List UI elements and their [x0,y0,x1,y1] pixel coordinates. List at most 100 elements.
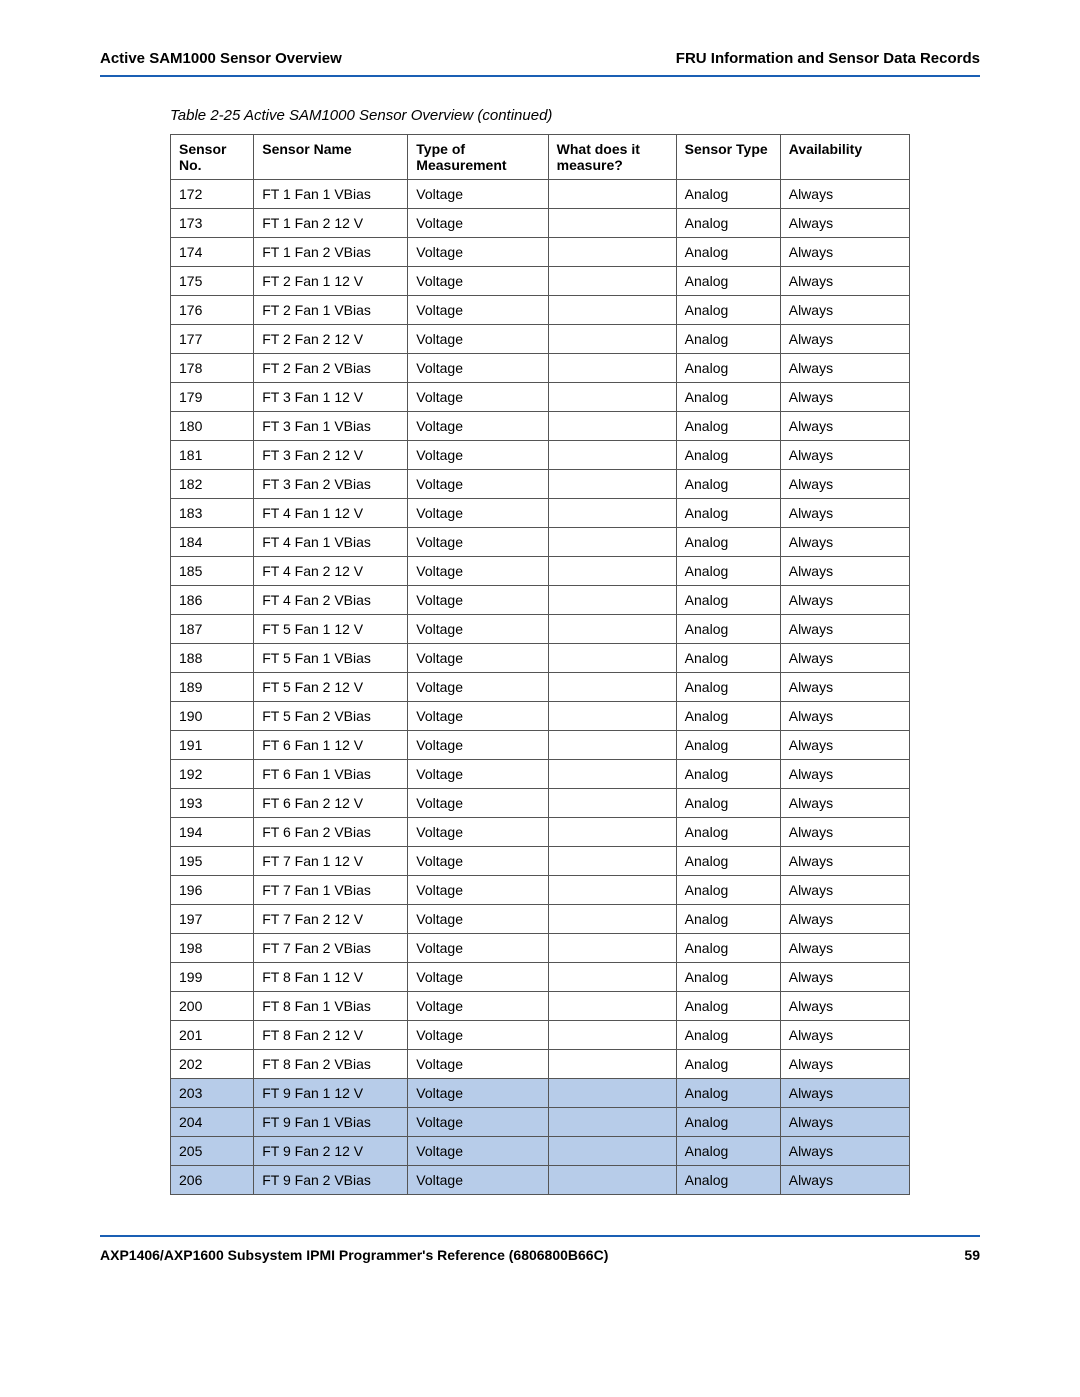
cell-sensor-no: 181 [171,441,254,470]
cell-availability: Always [780,499,909,528]
cell-measurement: Voltage [408,180,548,209]
cell-availability: Always [780,615,909,644]
col-header-measurement: Type of Measurement [408,135,548,180]
cell-availability: Always [780,905,909,934]
cell-what [548,760,676,789]
table-row: 201FT 8 Fan 2 12 VVoltageAnalogAlways [171,1021,910,1050]
cell-sensor-name: FT 5 Fan 2 12 V [254,673,408,702]
table-row: 179FT 3 Fan 1 12 VVoltageAnalogAlways [171,383,910,412]
cell-what [548,180,676,209]
cell-sensor-type: Analog [676,441,780,470]
cell-sensor-no: 182 [171,470,254,499]
cell-sensor-type: Analog [676,847,780,876]
table-row: 187FT 5 Fan 1 12 VVoltageAnalogAlways [171,615,910,644]
cell-measurement: Voltage [408,354,548,383]
cell-sensor-name: FT 7 Fan 2 12 V [254,905,408,934]
cell-sensor-name: FT 3 Fan 1 VBias [254,412,408,441]
cell-sensor-name: FT 2 Fan 1 VBias [254,296,408,325]
table-row: 192FT 6 Fan 1 VBiasVoltageAnalogAlways [171,760,910,789]
cell-sensor-name: FT 4 Fan 2 12 V [254,557,408,586]
cell-sensor-no: 178 [171,354,254,383]
cell-sensor-type: Analog [676,644,780,673]
table-row: 197FT 7 Fan 2 12 VVoltageAnalogAlways [171,905,910,934]
cell-availability: Always [780,238,909,267]
sensor-table: Sensor No. Sensor Name Type of Measureme… [170,134,910,1195]
cell-availability: Always [780,1108,909,1137]
cell-sensor-name: FT 5 Fan 1 VBias [254,644,408,673]
col-header-sensor-name: Sensor Name [254,135,408,180]
cell-measurement: Voltage [408,1079,548,1108]
table-row: 186FT 4 Fan 2 VBiasVoltageAnalogAlways [171,586,910,615]
cell-what [548,296,676,325]
cell-availability: Always [780,673,909,702]
cell-availability: Always [780,644,909,673]
cell-availability: Always [780,296,909,325]
cell-sensor-name: FT 9 Fan 2 VBias [254,1166,408,1195]
table-row: 174FT 1 Fan 2 VBiasVoltageAnalogAlways [171,238,910,267]
cell-sensor-no: 197 [171,905,254,934]
table-row: 205FT 9 Fan 2 12 VVoltageAnalogAlways [171,1137,910,1166]
cell-sensor-type: Analog [676,789,780,818]
cell-measurement: Voltage [408,905,548,934]
cell-what [548,644,676,673]
cell-sensor-no: 198 [171,934,254,963]
table-row: 198FT 7 Fan 2 VBiasVoltageAnalogAlways [171,934,910,963]
cell-sensor-type: Analog [676,325,780,354]
cell-measurement: Voltage [408,1021,548,1050]
cell-sensor-type: Analog [676,702,780,731]
cell-measurement: Voltage [408,847,548,876]
cell-sensor-no: 202 [171,1050,254,1079]
cell-what [548,963,676,992]
cell-sensor-no: 193 [171,789,254,818]
cell-measurement: Voltage [408,673,548,702]
table-row: 172FT 1 Fan 1 VBiasVoltageAnalogAlways [171,180,910,209]
cell-sensor-type: Analog [676,1108,780,1137]
cell-availability: Always [780,934,909,963]
cell-sensor-name: FT 1 Fan 2 12 V [254,209,408,238]
cell-sensor-type: Analog [676,876,780,905]
cell-sensor-type: Analog [676,499,780,528]
footer-left: AXP1406/AXP1600 Subsystem IPMI Programme… [100,1247,608,1263]
cell-sensor-name: FT 7 Fan 2 VBias [254,934,408,963]
cell-availability: Always [780,847,909,876]
cell-sensor-no: 203 [171,1079,254,1108]
cell-availability: Always [780,1137,909,1166]
cell-what [548,1021,676,1050]
col-header-sensor-type: Sensor Type [676,135,780,180]
cell-sensor-name: FT 9 Fan 2 12 V [254,1137,408,1166]
cell-availability: Always [780,818,909,847]
cell-what [548,586,676,615]
header-right: FRU Information and Sensor Data Records [676,50,980,67]
cell-what [548,731,676,760]
cell-sensor-no: 187 [171,615,254,644]
cell-sensor-type: Analog [676,1166,780,1195]
cell-what [548,615,676,644]
table-row: 175FT 2 Fan 1 12 VVoltageAnalogAlways [171,267,910,296]
cell-sensor-type: Analog [676,1021,780,1050]
cell-what [548,847,676,876]
cell-sensor-name: FT 1 Fan 1 VBias [254,180,408,209]
cell-availability: Always [780,267,909,296]
table-row: 188FT 5 Fan 1 VBiasVoltageAnalogAlways [171,644,910,673]
cell-measurement: Voltage [408,644,548,673]
cell-what [548,354,676,383]
table-row: 199FT 8 Fan 1 12 VVoltageAnalogAlways [171,963,910,992]
cell-sensor-no: 173 [171,209,254,238]
cell-what [548,383,676,412]
table-row: 196FT 7 Fan 1 VBiasVoltageAnalogAlways [171,876,910,905]
table-row: 185FT 4 Fan 2 12 VVoltageAnalogAlways [171,557,910,586]
cell-measurement: Voltage [408,586,548,615]
cell-what [548,702,676,731]
cell-what [548,1166,676,1195]
cell-sensor-type: Analog [676,934,780,963]
cell-availability: Always [780,470,909,499]
cell-sensor-type: Analog [676,557,780,586]
cell-measurement: Voltage [408,528,548,557]
cell-measurement: Voltage [408,267,548,296]
cell-sensor-name: FT 4 Fan 2 VBias [254,586,408,615]
table-row: 181FT 3 Fan 2 12 VVoltageAnalogAlways [171,441,910,470]
col-header-what: What does it measure? [548,135,676,180]
cell-sensor-name: FT 2 Fan 2 VBias [254,354,408,383]
cell-availability: Always [780,209,909,238]
cell-measurement: Voltage [408,1050,548,1079]
